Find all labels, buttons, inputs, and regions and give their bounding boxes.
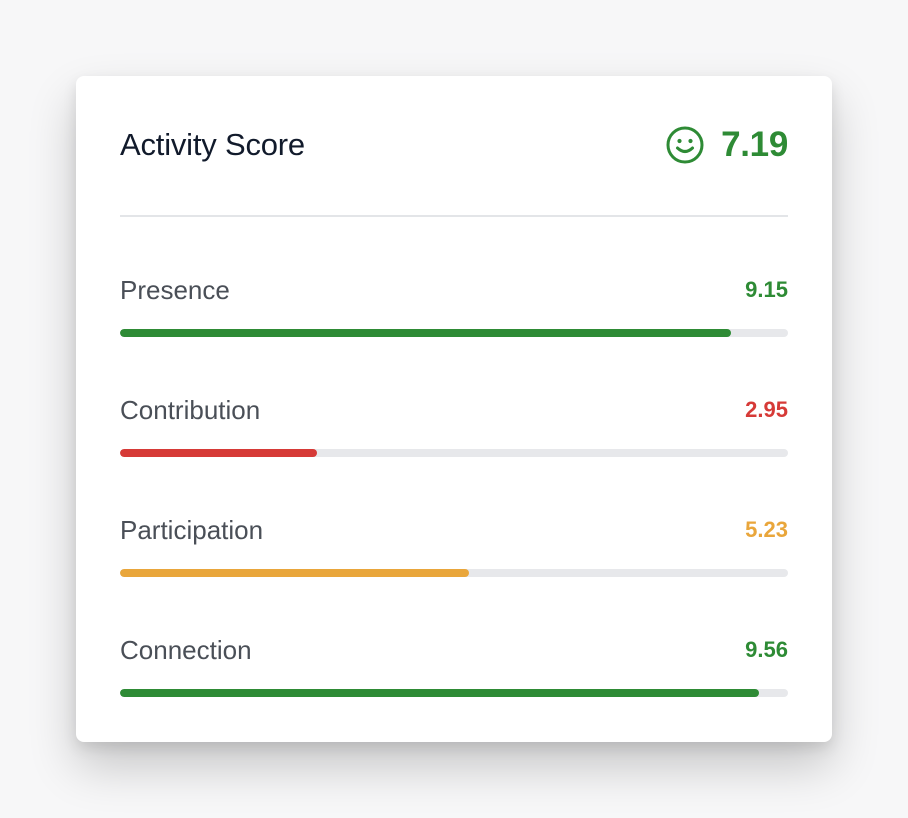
card-title: Activity Score — [120, 127, 305, 162]
smiley-face-icon — [666, 126, 704, 164]
progress-fill — [120, 689, 759, 697]
header-divider — [120, 215, 788, 217]
card-header: Activity Score 7.19 — [120, 114, 788, 176]
overall-score-value: 7.19 — [721, 125, 788, 164]
progress-fill — [120, 329, 732, 337]
metric-connection: Connection 9.56 — [120, 631, 788, 701]
progress-track — [120, 449, 788, 457]
metric-value: 9.56 — [745, 637, 788, 662]
progress-fill — [120, 449, 318, 457]
overall-score: 7.19 — [665, 125, 788, 165]
metric-contribution: Contribution 2.95 — [120, 391, 788, 461]
progress-track — [120, 689, 788, 697]
metric-label: Participation — [120, 514, 264, 545]
activity-score-card: Activity Score 7.19 Presence 9.15 Contri… — [76, 76, 832, 742]
metric-value: 2.95 — [745, 397, 788, 422]
metric-label: Presence — [120, 274, 230, 305]
progress-track — [120, 569, 788, 577]
metric-participation: Participation 5.23 — [120, 511, 788, 581]
metric-presence: Presence 9.15 — [120, 271, 788, 341]
metric-value: 5.23 — [745, 517, 788, 542]
metric-value: 9.15 — [745, 277, 788, 302]
progress-track — [120, 329, 788, 337]
metric-label: Contribution — [120, 394, 261, 425]
metric-label: Connection — [120, 634, 252, 665]
progress-fill — [120, 569, 470, 577]
